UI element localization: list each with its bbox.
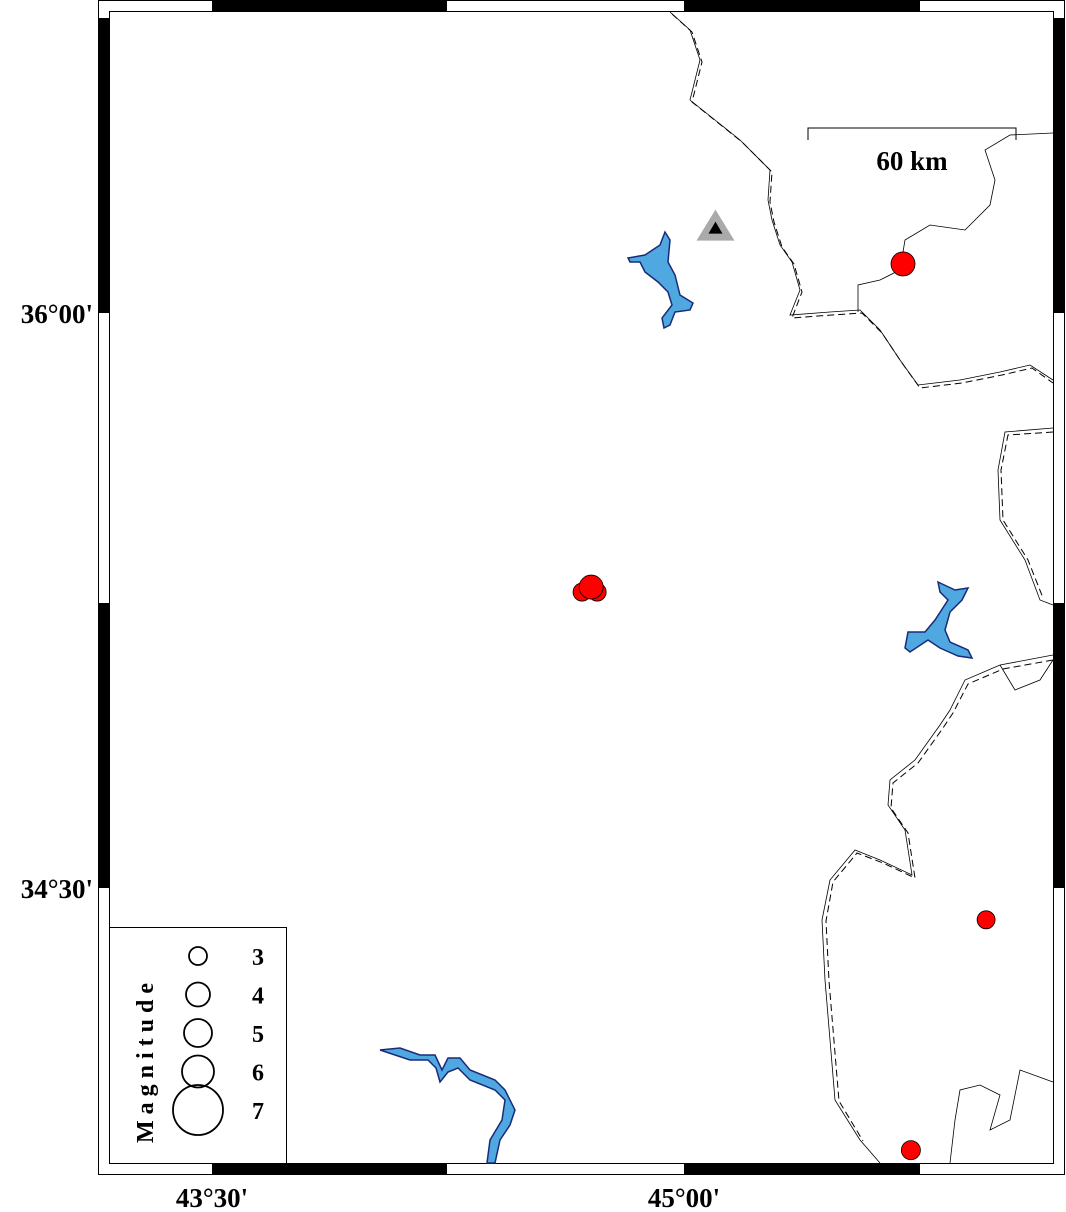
legend-label: 7 <box>252 1099 264 1125</box>
border-line-dashed <box>825 659 1054 1142</box>
border-line <box>999 659 1054 691</box>
river <box>379 1047 516 1164</box>
earthquake-event <box>976 910 996 930</box>
earthquake-event <box>900 1140 921 1161</box>
border-line-dashed <box>671 13 1054 389</box>
scale-bar: 60 km <box>807 127 1017 176</box>
legend-circle <box>185 981 211 1008</box>
legend-label: 4 <box>252 984 264 1010</box>
lake <box>904 580 974 659</box>
station-triangle-icon <box>696 209 735 241</box>
lake <box>626 230 694 330</box>
legend-label: 5 <box>252 1022 264 1048</box>
legend-circle <box>188 946 208 966</box>
longitude-tick-label: 43°30' <box>176 1183 248 1212</box>
axis-tick-labels: 43°30' 45°00' 36°00' 34°30' <box>21 299 720 1212</box>
legend-label: 3 <box>252 945 264 971</box>
legend-label: 6 <box>252 1061 264 1087</box>
frame-checker-bars <box>98 0 1064 1174</box>
legend-circle <box>181 1054 215 1089</box>
border-line-dashed <box>1000 431 1054 599</box>
border-line <box>857 132 1054 312</box>
border-line <box>669 11 1054 386</box>
latitude-tick-label: 34°30' <box>21 874 93 904</box>
magnitude-legend: Magnitude 3 4 5 6 7 <box>109 927 287 1164</box>
water-bodies <box>379 230 974 1164</box>
map-frame <box>98 0 1065 1175</box>
scale-bar-label: 60 km <box>876 146 948 176</box>
earthquake-events <box>572 251 996 1161</box>
border-line <box>997 427 1054 606</box>
border-line <box>949 1069 1054 1164</box>
border-line <box>821 654 1054 1164</box>
legend-circle <box>183 1018 213 1048</box>
legend-circle <box>172 1084 224 1136</box>
latitude-tick-label: 36°00' <box>21 299 93 329</box>
legend-title: Magnitude <box>133 977 159 1143</box>
country-borders <box>669 11 1054 1164</box>
earthquake-event <box>890 251 916 277</box>
earthquake-event <box>578 574 604 600</box>
station-inner-triangle <box>708 221 723 234</box>
longitude-tick-label: 45°00' <box>648 1183 720 1212</box>
